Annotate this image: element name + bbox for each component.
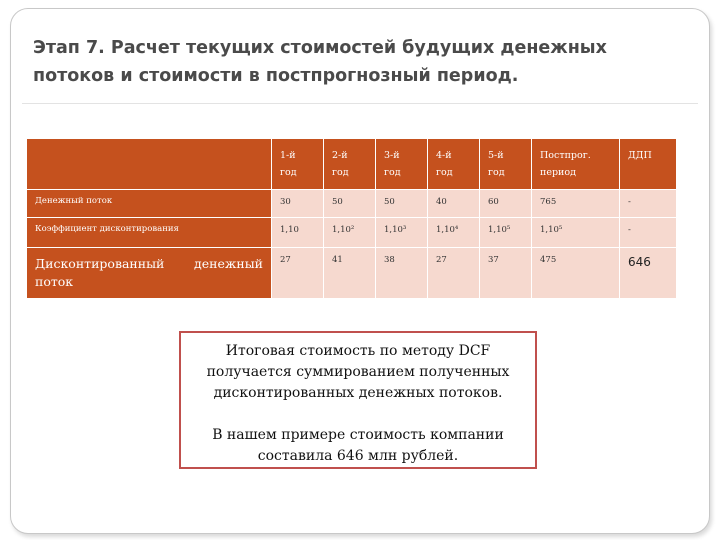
header-cell-year-1: 1-й год [271,138,324,190]
table-cell: 40 [427,189,480,218]
summary-paragraph-2: В нашем примере стоимость компании соста… [181,425,535,467]
summary-line: В нашем примере стоимость компании [212,427,504,443]
header-cell-year-4: 4-й год [427,138,480,190]
table-cell: 1,10⁵ [531,217,620,248]
table-header-row: 1-й год 2-й год 3-й год 4-й год 5-й год Постп… [26,138,677,190]
summary-line: составила 646 млн рублей. [257,448,459,464]
table-cell: 1,10 [271,217,324,248]
title-divider [22,103,698,104]
table-cell: - [619,217,677,248]
table-cell: 475 [531,247,620,299]
table-row-discount-factor: Коэффициент дисконтирования 1,10 1,10² 1… [26,217,677,248]
title-line-1: Этап 7. Расчет текущих стоимостей будущи… [33,38,607,58]
table-cell: 60 [479,189,532,218]
table-cell: 1,10⁴ [427,217,480,248]
summary-line: Итоговая стоимость по методу DCF [225,343,491,359]
table-cell: 27 [427,247,480,299]
slide-title: Этап 7. Расчет текущих стоимостей будущи… [33,34,653,90]
row-label: Дисконтированный денежный поток [26,247,272,299]
summary-line: дисконтированных денежных потоков. [213,385,503,401]
table-cell: - [619,189,677,218]
header-cell-empty [26,138,272,190]
table-row-cash-flow: Денежный поток 30 50 50 40 60 765 - [26,189,677,218]
table-cell: 1,10² [323,217,376,248]
table-row-discounted-cash-flow: Дисконтированный денежный поток 27 41 38… [26,247,677,299]
row-label: Денежный поток [26,189,272,218]
dcf-table: 1-й год 2-й год 3-й год 4-й год 5-й год Постп… [26,138,677,299]
header-cell-postforecast: Постпрог. период [531,138,620,190]
table-cell: 30 [271,189,324,218]
summary-line: получается суммированием полученных [206,364,510,380]
table-cell: 50 [323,189,376,218]
row-label: Коэффициент дисконтирования [26,217,272,248]
table-cell: 38 [375,247,428,299]
table-cell: 50 [375,189,428,218]
header-cell-year-3: 3-й год [375,138,428,190]
table-cell: 27 [271,247,324,299]
summary-box: Итоговая стоимость по методу DCF получае… [179,331,537,469]
header-cell-year-5: 5-й год [479,138,532,190]
title-line-2: потоков и стоимости в постпрогнозный пер… [33,66,519,86]
header-cell-ddp: ДДП [619,138,677,190]
header-cell-year-2: 2-й год [323,138,376,190]
table-cell: 41 [323,247,376,299]
table-cell: 765 [531,189,620,218]
total-value-cell: 646 [619,247,677,299]
table-cell: 1,10⁵ [479,217,532,248]
summary-paragraph-1: Итоговая стоимость по методу DCF получае… [181,341,535,404]
table-cell: 1,10³ [375,217,428,248]
table-cell: 37 [479,247,532,299]
